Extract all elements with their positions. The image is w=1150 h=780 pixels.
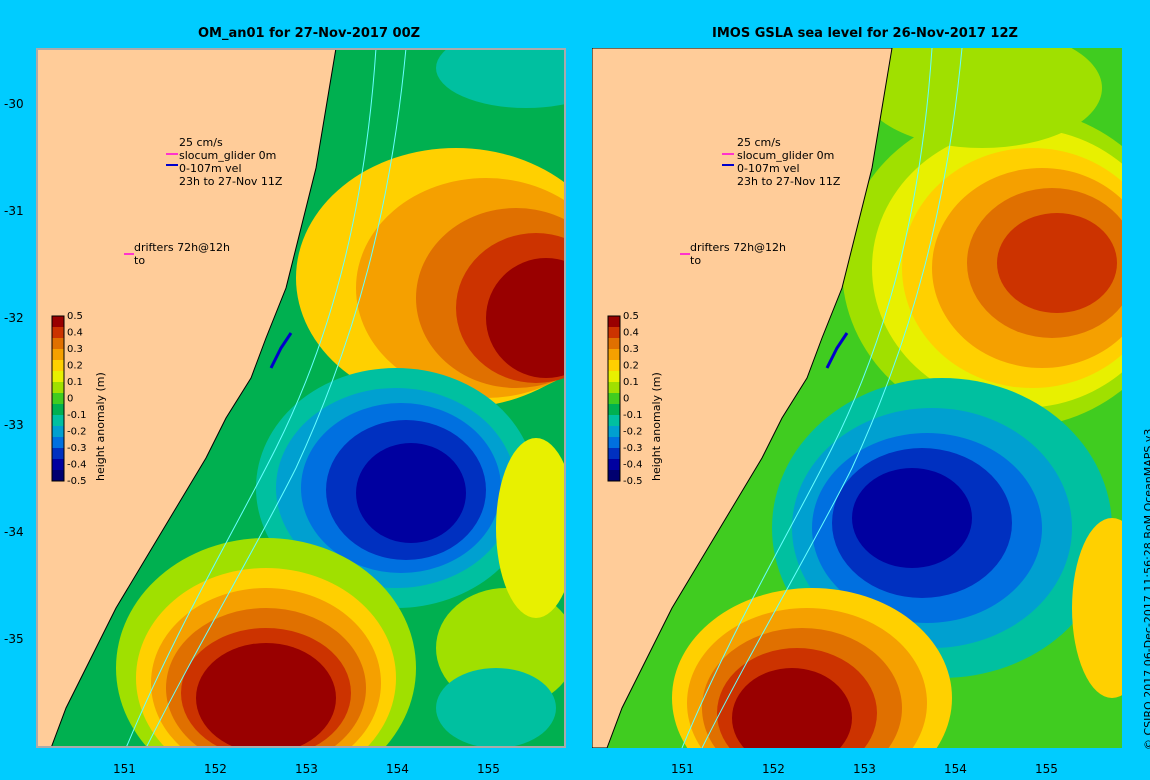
colorbar-tick: -0.4: [67, 460, 87, 471]
map-panel-left: 25 cm/s slocum_glider 0m 0-107m vel 23h …: [35, 47, 567, 749]
legend-drifters: drifters 72h@12h: [690, 241, 786, 254]
colorbar-tick: -0.3: [623, 443, 643, 454]
colorbar-swatch: [52, 426, 64, 438]
colorbar-swatch: [608, 470, 620, 482]
legend-left: 25 cm/s slocum_glider 0m 0-107m vel 23h …: [124, 136, 283, 267]
legend-vel: 0-107m vel: [737, 162, 800, 175]
colorbar-swatch: [608, 448, 620, 460]
legend-glider: slocum_glider 0m: [179, 149, 276, 162]
legend-drifters-to: to: [134, 254, 145, 267]
colorbar-swatch: [52, 415, 64, 427]
colorbar-tick: -0.3: [67, 443, 87, 454]
colorbar-tick: -0.1: [67, 410, 87, 421]
panel-title-left: OM_an01 for 27-Nov-2017 00Z: [198, 26, 421, 41]
colorbar-left: height anomaly (m) 0.5 0.4 0.3 0.2 0.1 0 -0.1 -…: [51, 311, 107, 487]
colorbar-swatch: [52, 404, 64, 416]
glider-track: [825, 332, 849, 369]
colorbar-swatch: [608, 349, 620, 361]
glider-track: [269, 332, 293, 369]
colorbar-tick: -0.2: [623, 427, 643, 438]
colorbar-swatch: [608, 459, 620, 471]
colorbar-tick: -0.2: [67, 427, 87, 438]
lon-tick-label: 154: [386, 762, 409, 776]
land-mass: [36, 48, 337, 748]
lat-tick-label: -34: [4, 525, 24, 539]
colorbar-swatch: [52, 338, 64, 350]
lon-tick-label: 153: [295, 762, 318, 776]
colorbar-swatch: [608, 437, 620, 449]
colorbar-tick: -0.4: [623, 460, 643, 471]
colorbar-tick: 0.2: [623, 361, 639, 372]
lon-tick-label: 154: [944, 762, 967, 776]
lon-tick-label: 152: [204, 762, 227, 776]
legend-glider: slocum_glider 0m: [737, 149, 834, 162]
legend-speed: 25 cm/s: [179, 136, 223, 149]
lon-tick-label: 151: [671, 762, 694, 776]
lon-tick-label: 152: [762, 762, 785, 776]
land-mass: [592, 48, 893, 748]
map-right-svg: 25 cm/s slocum_glider 0m 0-107m vel 23h …: [592, 48, 1122, 748]
colorbar-swatch: [52, 316, 64, 328]
colorbar-swatch: [608, 404, 620, 416]
colorbar-label: height anomaly (m): [94, 372, 107, 481]
colorbar-swatch: [52, 360, 64, 372]
colorbar-swatch: [608, 338, 620, 350]
colorbar-tick: 0.2: [67, 361, 83, 372]
colorbar-swatch: [52, 382, 64, 394]
legend-time: 23h to 27-Nov 11Z: [737, 175, 841, 188]
colorbar-tick: 0.3: [67, 344, 83, 355]
colorbar-tick: 0.5: [623, 311, 639, 322]
colorbar-tick: 0.3: [623, 344, 639, 355]
colorbar-swatch: [52, 437, 64, 449]
colorbar-swatch: [608, 382, 620, 394]
colorbar-swatch: [608, 316, 620, 328]
lat-tick-label: -35: [4, 632, 24, 646]
copyright-text: © CSIRO 2017 06-Dec-2017 11:56:28 BoM Oc…: [1142, 428, 1150, 750]
legend-vel: 0-107m vel: [179, 162, 242, 175]
lat-tick-label: -32: [4, 311, 24, 325]
legend-time: 23h to 27-Nov 11Z: [179, 175, 283, 188]
colorbar-label: height anomaly (m): [650, 372, 663, 481]
colorbar-swatch: [608, 393, 620, 405]
colorbar-swatch: [52, 470, 64, 482]
colorbar-tick: 0: [623, 394, 629, 405]
colorbar-tick: 0.5: [67, 311, 83, 322]
lat-tick-label: -31: [4, 204, 24, 218]
legend-right: 25 cm/s slocum_glider 0m 0-107m vel 23h …: [680, 136, 841, 267]
colorbar-swatch: [52, 448, 64, 460]
colorbar-tick: 0.4: [67, 328, 83, 339]
colorbar-swatch: [52, 327, 64, 339]
colorbar-swatch: [608, 327, 620, 339]
lat-tick-label: -30: [4, 97, 24, 111]
map-left-svg: 25 cm/s slocum_glider 0m 0-107m vel 23h …: [35, 47, 567, 749]
colorbar-swatch: [52, 393, 64, 405]
legend-drifters-to: to: [690, 254, 701, 267]
lat-tick-label: -33: [4, 418, 24, 432]
colorbar-tick: 0: [67, 394, 73, 405]
colorbar-swatch: [608, 360, 620, 372]
colorbar-tick: -0.5: [67, 476, 87, 487]
colorbar-right: height anomaly (m) 0.5 0.4 0.3 0.2 0.1 0 -0.1 -…: [607, 311, 663, 487]
colorbar-swatch: [52, 371, 64, 383]
colorbar-swatch: [608, 426, 620, 438]
lon-tick-label: 151: [113, 762, 136, 776]
colorbar-swatch: [52, 459, 64, 471]
colorbar-swatch: [608, 415, 620, 427]
colorbar-swatch: [608, 371, 620, 383]
legend-speed: 25 cm/s: [737, 136, 781, 149]
map-panel-right: 25 cm/s slocum_glider 0m 0-107m vel 23h …: [592, 48, 1122, 748]
colorbar-tick: -0.1: [623, 410, 643, 421]
colorbar-swatch: [52, 349, 64, 361]
legend-drifters: drifters 72h@12h: [134, 241, 230, 254]
lon-tick-label: 155: [477, 762, 500, 776]
lon-tick-label: 153: [853, 762, 876, 776]
colorbar-tick: -0.5: [623, 476, 643, 487]
lon-tick-label: 155: [1035, 762, 1058, 776]
colorbar-tick: 0.1: [67, 377, 83, 388]
colorbar-tick: 0.4: [623, 328, 639, 339]
colorbar-tick: 0.1: [623, 377, 639, 388]
panel-title-right: IMOS GSLA sea level for 26-Nov-2017 12Z: [712, 26, 1018, 41]
